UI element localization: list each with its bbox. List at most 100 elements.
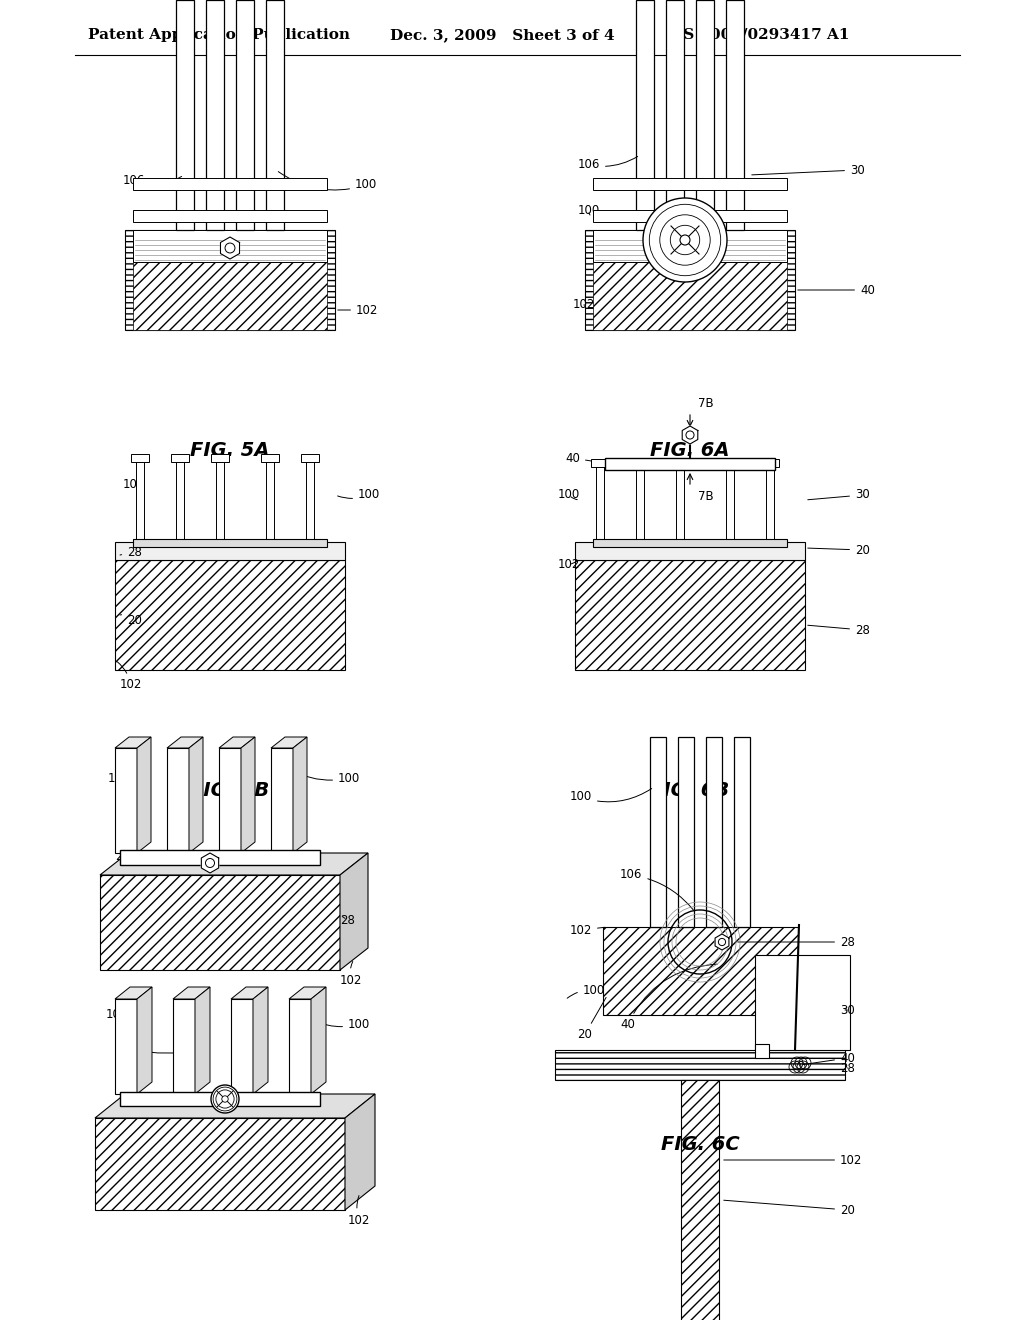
- Bar: [301, 454, 319, 462]
- Bar: [266, 0, 284, 230]
- Polygon shape: [137, 737, 151, 853]
- Bar: [219, 748, 241, 853]
- Bar: [593, 539, 787, 546]
- Polygon shape: [231, 987, 268, 999]
- Polygon shape: [219, 737, 255, 748]
- Bar: [555, 1049, 845, 1080]
- Bar: [133, 210, 327, 222]
- Bar: [734, 737, 750, 927]
- Bar: [575, 543, 805, 560]
- Bar: [261, 454, 279, 462]
- Bar: [231, 999, 253, 1094]
- Bar: [136, 462, 144, 543]
- Bar: [766, 467, 774, 543]
- Bar: [167, 748, 189, 853]
- Circle shape: [643, 198, 727, 282]
- Text: 20: 20: [724, 1200, 855, 1217]
- Text: 100: 100: [558, 488, 580, 502]
- Bar: [100, 875, 340, 970]
- Text: 106: 106: [123, 479, 145, 491]
- Bar: [173, 999, 195, 1094]
- Text: 106: 106: [620, 869, 693, 909]
- Bar: [755, 1044, 769, 1059]
- Polygon shape: [167, 737, 203, 748]
- Bar: [95, 1118, 345, 1210]
- Bar: [176, 462, 184, 543]
- Text: 28: 28: [737, 936, 855, 949]
- Bar: [115, 560, 345, 671]
- Bar: [125, 230, 335, 330]
- Bar: [271, 748, 293, 853]
- Bar: [289, 999, 311, 1094]
- Text: 30: 30: [840, 1003, 855, 1016]
- Bar: [602, 927, 798, 1015]
- Polygon shape: [220, 238, 240, 259]
- Bar: [593, 261, 787, 330]
- Bar: [596, 467, 604, 543]
- Polygon shape: [345, 1094, 375, 1210]
- Bar: [120, 850, 319, 865]
- Text: 100: 100: [279, 172, 377, 191]
- Text: 20: 20: [578, 998, 606, 1041]
- Bar: [666, 0, 684, 230]
- Text: 100: 100: [578, 203, 600, 216]
- Circle shape: [222, 1096, 228, 1102]
- Text: 20: 20: [115, 850, 130, 863]
- Text: FIG. 5A: FIG. 5A: [190, 441, 269, 459]
- Bar: [236, 0, 254, 230]
- Polygon shape: [95, 1094, 375, 1118]
- Polygon shape: [293, 737, 307, 853]
- Polygon shape: [115, 987, 152, 999]
- Text: 40: 40: [798, 284, 874, 297]
- Text: 100: 100: [291, 770, 360, 784]
- Polygon shape: [115, 737, 151, 748]
- Bar: [726, 467, 734, 543]
- Bar: [671, 459, 689, 467]
- Text: US 2009/0293417 A1: US 2009/0293417 A1: [670, 28, 850, 42]
- Text: FIG. 5C: FIG. 5C: [180, 1096, 259, 1114]
- Text: Dec. 3, 2009   Sheet 3 of 4: Dec. 3, 2009 Sheet 3 of 4: [390, 28, 614, 42]
- Bar: [133, 230, 327, 261]
- Bar: [696, 0, 714, 230]
- Text: 30: 30: [808, 488, 869, 502]
- Text: 30: 30: [752, 164, 864, 177]
- Bar: [133, 261, 327, 330]
- Polygon shape: [189, 737, 203, 853]
- Polygon shape: [241, 737, 255, 853]
- Text: 100: 100: [338, 488, 380, 502]
- Text: 7B: 7B: [698, 490, 714, 503]
- Text: 20: 20: [808, 544, 869, 557]
- Text: 100: 100: [313, 1018, 371, 1031]
- Bar: [761, 459, 779, 467]
- Bar: [593, 178, 787, 190]
- Circle shape: [211, 1085, 239, 1113]
- Bar: [115, 748, 137, 853]
- Text: 100: 100: [567, 983, 605, 998]
- Bar: [681, 1080, 719, 1320]
- Bar: [171, 454, 189, 462]
- Polygon shape: [202, 853, 219, 873]
- Bar: [631, 459, 649, 467]
- Bar: [650, 737, 666, 927]
- Text: 106: 106: [123, 1043, 180, 1056]
- Text: 40: 40: [620, 964, 717, 1031]
- Bar: [755, 954, 850, 1049]
- Bar: [133, 178, 327, 190]
- Text: 106: 106: [123, 173, 181, 186]
- Bar: [593, 210, 787, 222]
- Bar: [216, 462, 224, 543]
- Bar: [678, 737, 694, 927]
- Polygon shape: [682, 426, 697, 444]
- Bar: [115, 999, 137, 1094]
- Text: 102: 102: [572, 298, 595, 312]
- Bar: [211, 454, 229, 462]
- Text: 102: 102: [724, 1154, 862, 1167]
- Text: 102: 102: [558, 558, 580, 572]
- Bar: [591, 459, 609, 467]
- Circle shape: [686, 430, 694, 440]
- Text: 28: 28: [840, 1061, 855, 1074]
- Bar: [636, 0, 654, 230]
- Bar: [266, 462, 274, 543]
- Bar: [636, 467, 644, 543]
- Text: 106: 106: [578, 157, 638, 172]
